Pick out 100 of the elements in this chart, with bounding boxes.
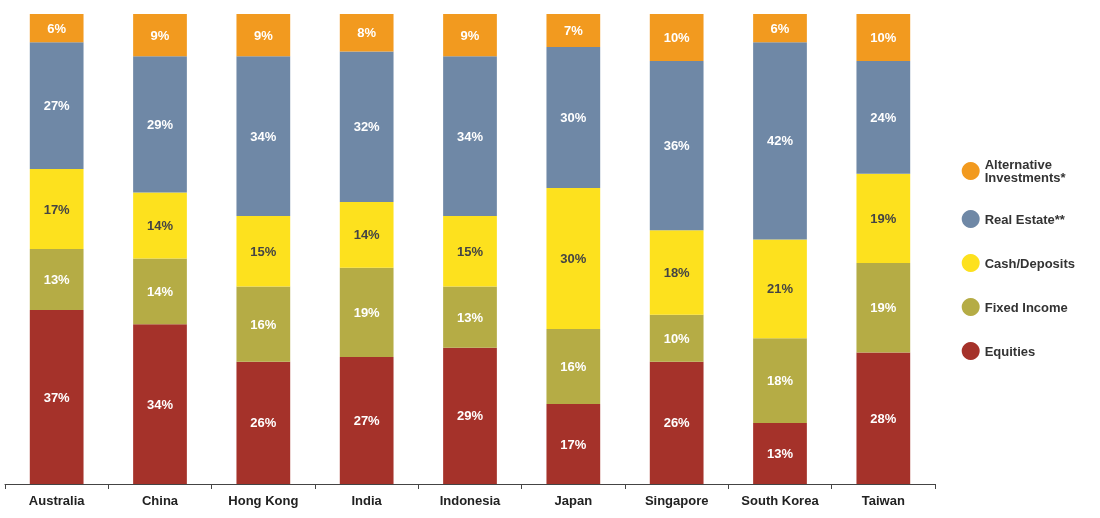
bar: [856, 173, 911, 264]
data-label: 34%: [250, 128, 277, 144]
bar: [133, 258, 187, 325]
legend-label: Fixed Income: [984, 299, 1068, 315]
bar: [443, 347, 497, 484]
bar: [856, 61, 911, 174]
bar: [649, 61, 704, 231]
bar: [546, 46, 601, 188]
data-label: 10%: [663, 30, 691, 45]
data-label: 24%: [870, 109, 897, 125]
data-label: 19%: [870, 210, 897, 226]
bar: [236, 14, 291, 57]
data-label: 9%: [460, 27, 480, 43]
bar: [753, 338, 807, 423]
data-label: 27%: [353, 413, 381, 429]
bar: [29, 169, 84, 249]
data-label: 16%: [250, 316, 277, 332]
data-label: 14%: [146, 218, 174, 233]
bar: [443, 216, 497, 287]
legend-label: Alternative Investments*: [984, 157, 1067, 185]
bar: [649, 14, 704, 61]
bar: [753, 422, 807, 484]
bar: [753, 14, 807, 43]
bar: [546, 328, 601, 405]
bar: [29, 14, 84, 43]
x-tick-label: Singapore: [644, 493, 709, 508]
bar: [236, 286, 291, 362]
data-label: 29%: [456, 408, 484, 424]
data-label: 42%: [766, 133, 794, 149]
data-label: 26%: [250, 415, 277, 431]
bar: [339, 51, 394, 202]
bar: [649, 230, 704, 315]
bar: [649, 314, 704, 362]
bar: [856, 263, 911, 353]
bar: [546, 187, 601, 329]
bar: [236, 56, 291, 217]
data-label: 18%: [766, 373, 794, 389]
legend-label: Equities: [984, 343, 1036, 359]
data-label: 10%: [870, 30, 897, 45]
bar: [29, 42, 84, 170]
data-label: 18%: [663, 265, 691, 280]
data-label: 34%: [146, 396, 174, 412]
data-label: 36%: [663, 138, 691, 154]
data-label: 7%: [563, 22, 584, 38]
data-label: 29%: [146, 116, 174, 132]
data-label: 10%: [663, 330, 691, 346]
bar: [133, 56, 187, 193]
bar: [339, 14, 394, 52]
bar: [339, 202, 394, 268]
data-label: 37%: [43, 389, 71, 405]
x-tick-label: South Korea: [741, 493, 820, 508]
data-label: 9%: [150, 27, 170, 43]
data-label: 30%: [560, 109, 587, 125]
data-label: 6%: [770, 20, 790, 36]
x-tick-label: China: [141, 493, 179, 508]
bar: [133, 14, 187, 57]
x-tick-label: Taiwan: [861, 493, 905, 508]
data-label: 13%: [766, 445, 794, 461]
data-label: 26%: [663, 415, 691, 431]
bar: [443, 14, 497, 57]
bar: [856, 352, 911, 484]
bar: [339, 357, 394, 484]
legend-label: Cash/Deposits: [984, 255, 1076, 271]
legend-label: Real Estate**: [984, 211, 1066, 227]
bar: [856, 14, 911, 61]
x-tick-label: India: [351, 493, 383, 508]
data-label: 19%: [870, 300, 897, 316]
x-tick-label: Australia: [28, 493, 86, 508]
data-label: 13%: [456, 309, 484, 325]
x-tick-label: Japan: [554, 493, 593, 508]
data-label: 6%: [47, 20, 67, 36]
data-label: 16%: [560, 359, 587, 374]
data-label: 32%: [353, 119, 381, 135]
data-label: 28%: [870, 410, 897, 426]
data-label: 15%: [456, 243, 484, 259]
data-label: 8%: [357, 25, 377, 41]
bar: [236, 361, 291, 484]
data-label: 13%: [43, 272, 71, 288]
data-label: 19%: [353, 304, 381, 320]
bar: [29, 249, 84, 311]
bar: [133, 192, 187, 259]
bar: [29, 310, 84, 484]
bar: [339, 267, 394, 358]
data-label: 30%: [560, 250, 587, 266]
data-label: 17%: [43, 201, 71, 217]
data-label: 14%: [353, 227, 381, 243]
data-label: 27%: [43, 98, 71, 114]
bar: [443, 286, 497, 348]
bar: [133, 324, 187, 484]
data-label: 14%: [146, 283, 174, 299]
data-label: 21%: [766, 281, 794, 297]
bar: [236, 216, 291, 287]
bar: [546, 404, 601, 484]
bar: [753, 239, 807, 339]
data-label: 34%: [456, 128, 484, 144]
data-label: 15%: [250, 243, 277, 259]
bar: [753, 42, 807, 240]
x-tick-label: Hong Kong: [228, 493, 299, 508]
data-label: 9%: [253, 27, 274, 43]
bar: [649, 361, 704, 484]
